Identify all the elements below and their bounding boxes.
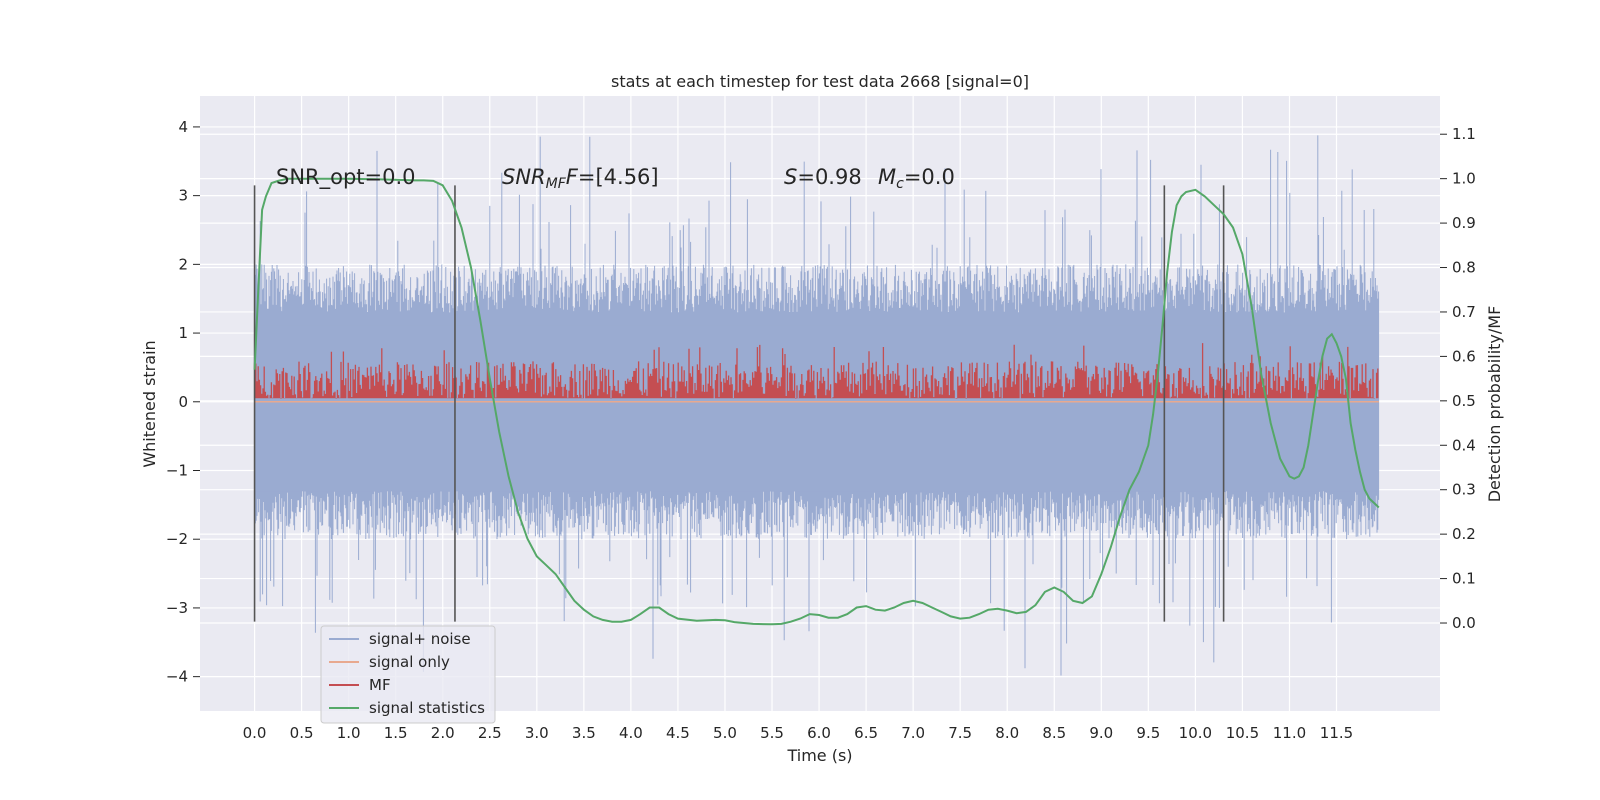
- y-tick-label: −3: [166, 599, 188, 617]
- legend: signal+ noise signal only MF signal stat…: [320, 625, 496, 724]
- x-tick-label: 9.5: [1136, 724, 1160, 742]
- x-tick-label: 3.5: [572, 724, 596, 742]
- s-name: S: [784, 165, 797, 189]
- x-tick-label: 4.0: [619, 724, 643, 742]
- y-tick-label: −4: [166, 668, 188, 686]
- x-tick-label: 2.5: [478, 724, 502, 742]
- y2-tick-label: 0.1: [1452, 570, 1476, 588]
- x-tick-label: 0.0: [243, 724, 267, 742]
- x-tick-label: 5.5: [760, 724, 784, 742]
- y-tick-label: 4: [178, 118, 188, 136]
- y2-tick-label: 0.2: [1452, 525, 1476, 543]
- x-tick-label: 8.5: [1042, 724, 1066, 742]
- y2-tick-label: 0.5: [1452, 392, 1476, 410]
- x-tick-label: 3.0: [525, 724, 549, 742]
- snr-mf-subscript: MF: [546, 176, 567, 192]
- x-tick-label: 6.5: [854, 724, 878, 742]
- snr-mf-value: =[4.56]: [578, 165, 659, 189]
- x-tick-label: 4.5: [666, 724, 690, 742]
- x-tick-label: 11.5: [1320, 724, 1353, 742]
- signal-noise-core: [254, 325, 1379, 492]
- x-tick-label: 0.5: [290, 724, 314, 742]
- y2-tick-label: 0.4: [1452, 436, 1476, 454]
- mc-subscript: c: [896, 176, 904, 192]
- x-tick-label: 11.0: [1273, 724, 1306, 742]
- x-tick-label: 1.0: [337, 724, 361, 742]
- y2-tick-label: 0.3: [1452, 481, 1476, 499]
- y2-tick-label: 0.7: [1452, 303, 1476, 321]
- y-axis-ticks: 4 3 2 1 0 −1 −2 −3 −4: [166, 118, 200, 686]
- x-tick-label: 10.0: [1179, 724, 1212, 742]
- signal-noise-series: [254, 135, 1380, 676]
- y2-tick-label: 0.9: [1452, 214, 1476, 232]
- snr-mf-annotation: SNRMFF=[4.56]: [502, 165, 659, 192]
- legend-label-mf: MF: [369, 676, 391, 694]
- x-axis-ticks: 0.0 0.5 1.0 1.5 2.0 2.5 3.0 3.5 4.0 4.5 5.0 5.5 6.0 6…: [243, 724, 1354, 742]
- marker-lines: [253, 185, 1225, 622]
- y-tick-label: 3: [178, 187, 188, 205]
- snr-mf-name: SNR: [502, 165, 546, 189]
- x-tick-label: 7.5: [948, 724, 972, 742]
- annotations: SNR_opt=0.0 SNRMFF=[4.56] S=0.98 Mc=0.0: [276, 165, 955, 192]
- mc-value: =0.0: [904, 165, 955, 189]
- x-tick-label: 10.5: [1226, 724, 1259, 742]
- mc-annotation: Mc=0.0: [878, 165, 955, 192]
- x-tick-label: 7.0: [901, 724, 925, 742]
- y2-tick-label: 0.6: [1452, 347, 1476, 365]
- y2-tick-label: 0.8: [1452, 259, 1476, 277]
- x-tick-label: 6.0: [807, 724, 831, 742]
- signal-statistics-line: [253, 177, 1380, 626]
- legend-box: [320, 625, 496, 724]
- y-tick-label: 0: [178, 393, 188, 411]
- legend-label-signal-only: signal only: [369, 653, 450, 671]
- legend-label-signal-statistics: signal statistics: [369, 699, 485, 717]
- x-axis-label: Time (s): [786, 746, 852, 765]
- y-tick-label: 2: [178, 255, 188, 273]
- y2-axis-label: Detection probability/MF: [1485, 306, 1504, 503]
- y2-tick-label: 0.0: [1452, 614, 1476, 632]
- y2-tick-label: 1.0: [1452, 170, 1476, 188]
- y2-axis-ticks: 1.1 1.0 0.9 0.8 0.7 0.6 0.5 0.4 0.3 0.2 0.1 0.0: [1440, 125, 1476, 632]
- x-tick-label: 8.0: [995, 724, 1019, 742]
- y2-tick-label: 1.1: [1452, 125, 1476, 143]
- x-tick-label: 9.0: [1089, 724, 1113, 742]
- y-tick-label: −1: [166, 461, 188, 479]
- mc-name: M: [878, 165, 896, 189]
- y-tick-label: 1: [178, 324, 188, 342]
- x-tick-label: 1.5: [384, 724, 408, 742]
- chart-title: stats at each timestep for test data 266…: [611, 72, 1029, 91]
- legend-label-signal-noise: signal+ noise: [369, 630, 471, 648]
- s-annotation: S=0.98: [784, 165, 862, 189]
- x-tick-label: 2.0: [431, 724, 455, 742]
- x-tick-label: 5.0: [713, 724, 737, 742]
- s-value: =0.98: [797, 165, 861, 189]
- y-tick-label: −2: [166, 530, 188, 548]
- y-axis-label: Whitened strain: [140, 340, 159, 467]
- snr-opt-annotation: SNR_opt=0.0: [276, 165, 416, 190]
